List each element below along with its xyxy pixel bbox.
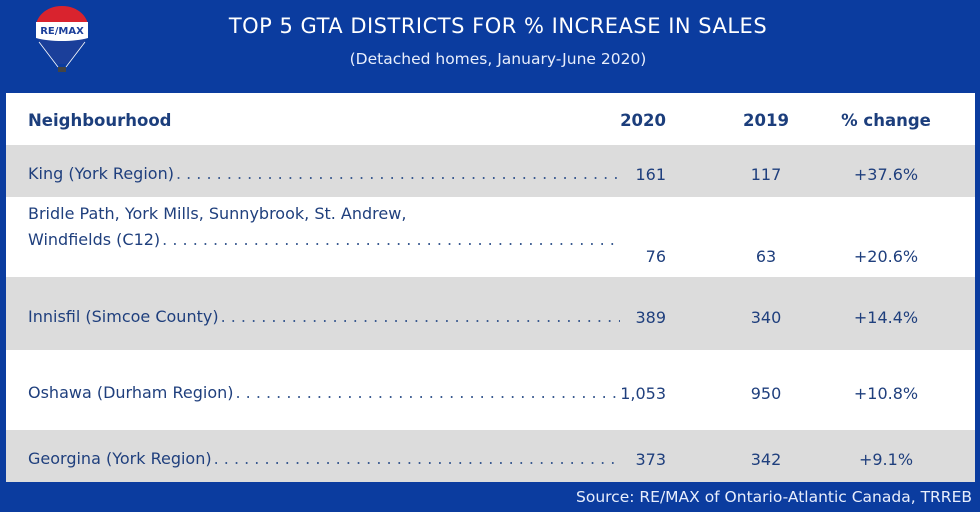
svg-text:RE/MAX: RE/MAX: [40, 26, 84, 37]
value-2019: 342: [750, 450, 782, 469]
percent-change: +20.6%: [853, 247, 919, 266]
dot-leader: [162, 227, 620, 253]
header-neighbourhood: Neighbourhood: [28, 111, 172, 130]
table-row: Bridle Path, York Mills, Sunnybrook, St.…: [6, 197, 975, 277]
neighbourhood-cell: King (York Region): [28, 161, 620, 187]
page-subtitle: (Detached homes, January-June 2020): [349, 50, 647, 68]
percent-change: +14.4%: [853, 307, 919, 327]
source-note: Source: RE/MAX of Ontario-Atlantic Canad…: [576, 488, 972, 506]
value-2020: 161: [635, 165, 666, 184]
header-2020: 2020: [620, 111, 666, 130]
neighbourhood-cell: Oshawa (Durham Region): [28, 380, 620, 406]
table-row: Innisfil (Simcoe County) 389 340 +14.4%: [6, 277, 975, 350]
remax-balloon-logo: RE/MAX: [36, 6, 88, 72]
percent-change: +10.8%: [853, 384, 919, 403]
table-header-row: Neighbourhood 2020 2019 % change: [6, 93, 975, 145]
value-2019: 950: [750, 384, 782, 403]
value-2020: 76: [645, 247, 666, 266]
header-2019: 2019: [743, 111, 789, 130]
neighbourhood-cell: Innisfil (Simcoe County): [28, 304, 620, 330]
value-2019: 63: [755, 247, 777, 266]
value-2020: 1,053: [620, 384, 666, 403]
header-change: % change: [841, 111, 931, 130]
dot-leader: [221, 304, 620, 330]
table-row: King (York Region) 161 117 +37.6%: [6, 145, 975, 197]
neighbourhood-name: King (York Region): [28, 164, 174, 183]
table-row: Oshawa (Durham Region) 1,053 950 +10.8%: [6, 350, 975, 430]
table-row: Georgina (York Region) 373 342 +9.1%: [6, 430, 975, 482]
neighbourhood-name: Innisfil (Simcoe County): [28, 306, 219, 326]
percent-change: +9.1%: [858, 450, 914, 469]
dot-leader: [235, 380, 620, 406]
percent-change: +37.6%: [853, 165, 919, 184]
sales-table: Neighbourhood 2020 2019 % change King (Y…: [6, 93, 975, 482]
neighbourhood-cell: Bridle Path, York Mills, Sunnybrook, St.…: [28, 201, 620, 253]
neighbourhood-name: Windfields (C12): [28, 230, 161, 249]
value-2019: 117: [750, 165, 782, 184]
neighbourhood-name: Oshawa (Durham Region): [28, 383, 234, 402]
dot-leader: [214, 446, 620, 472]
page-title: TOP 5 GTA DISTRICTS FOR % INCREASE IN SA…: [228, 14, 768, 38]
value-2019: 340: [750, 307, 782, 327]
value-2020: 373: [635, 450, 666, 469]
value-2020: 389: [635, 307, 666, 327]
neighbourhood-name: Georgina (York Region): [28, 449, 212, 468]
neighbourhood-cell: Georgina (York Region): [28, 446, 620, 472]
neighbourhood-name: Bridle Path, York Mills, Sunnybrook, St.…: [28, 204, 407, 223]
dot-leader: [176, 161, 620, 187]
